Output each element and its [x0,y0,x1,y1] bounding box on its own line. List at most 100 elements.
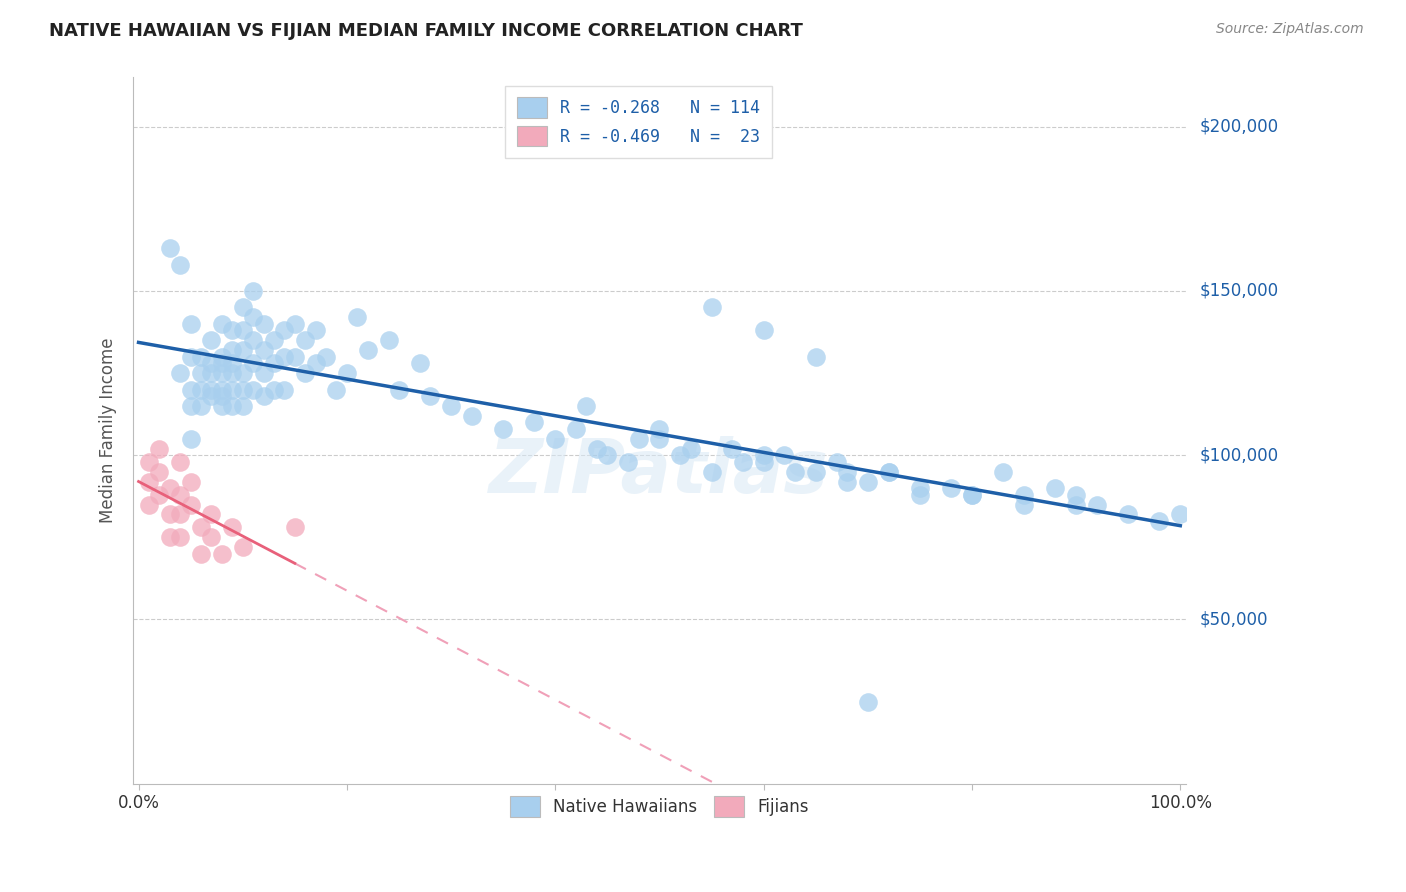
Point [783,465,806,479]
Point [211,356,233,370]
Point [211,350,233,364]
Point [169,455,191,469]
Point [232,383,254,397]
Point [284,317,307,331]
Point [169,366,191,380]
Point [252,317,274,331]
Point [273,383,295,397]
Point [190,547,212,561]
Point [242,284,264,298]
Point [835,465,858,479]
Point [200,383,222,397]
Point [648,422,671,436]
Point [877,465,900,479]
Point [138,455,160,469]
Point [263,356,285,370]
Point [284,520,307,534]
Point [232,540,254,554]
Point [232,343,254,357]
Point [409,356,432,370]
Text: Source: ZipAtlas.com: Source: ZipAtlas.com [1216,22,1364,37]
Point [169,530,191,544]
Point [1085,498,1108,512]
Point [211,317,233,331]
Point [200,508,222,522]
Point [148,465,170,479]
Point [835,475,858,489]
Point [211,399,233,413]
Legend: Native Hawaiians, Fijians: Native Hawaiians, Fijians [502,788,817,825]
Text: NATIVE HAWAIIAN VS FIJIAN MEDIAN FAMILY INCOME CORRELATION CHART: NATIVE HAWAIIAN VS FIJIAN MEDIAN FAMILY … [49,22,803,40]
Point [180,383,202,397]
Point [263,333,285,347]
Point [294,333,316,347]
Point [232,301,254,315]
Point [731,455,754,469]
Point [180,350,202,364]
Point [190,520,212,534]
Point [544,432,567,446]
Point [221,356,243,370]
Point [773,448,796,462]
Point [617,455,640,469]
Point [419,389,441,403]
Point [180,399,202,413]
Point [388,383,411,397]
Point [159,241,181,255]
Point [221,343,243,357]
Point [304,356,326,370]
Point [242,310,264,325]
Point [232,323,254,337]
Point [200,389,222,403]
Point [960,488,983,502]
Point [315,350,337,364]
Point [200,333,222,347]
Point [138,498,160,512]
Point [960,488,983,502]
Point [752,448,775,462]
Point [252,389,274,403]
Point [242,356,264,370]
Point [523,416,546,430]
Point [325,383,347,397]
Point [461,409,484,423]
Point [357,343,380,357]
Point [211,383,233,397]
Point [1012,488,1035,502]
Point [700,301,723,315]
Point [856,695,879,709]
Point [221,399,243,413]
Point [190,350,212,364]
Point [190,366,212,380]
Point [1045,481,1067,495]
Text: $150,000: $150,000 [1199,282,1278,300]
Point [138,475,160,489]
Point [190,399,212,413]
Point [377,333,399,347]
Point [159,481,181,495]
Y-axis label: Median Family Income: Median Family Income [100,338,117,524]
Point [273,323,295,337]
Point [232,366,254,380]
Point [242,333,264,347]
Point [1064,488,1087,502]
Point [627,432,650,446]
Point [221,520,243,534]
Point [169,488,191,502]
Text: ZIPatlas: ZIPatlas [489,436,830,509]
Point [159,508,181,522]
Point [648,432,671,446]
Point [200,356,222,370]
Point [294,366,316,380]
Point [232,399,254,413]
Point [1116,508,1139,522]
Point [190,383,212,397]
Point [908,481,931,495]
Point [565,422,588,436]
Point [575,399,598,413]
Point [252,343,274,357]
Point [596,448,619,462]
Point [939,481,962,495]
Point [221,323,243,337]
Point [180,317,202,331]
